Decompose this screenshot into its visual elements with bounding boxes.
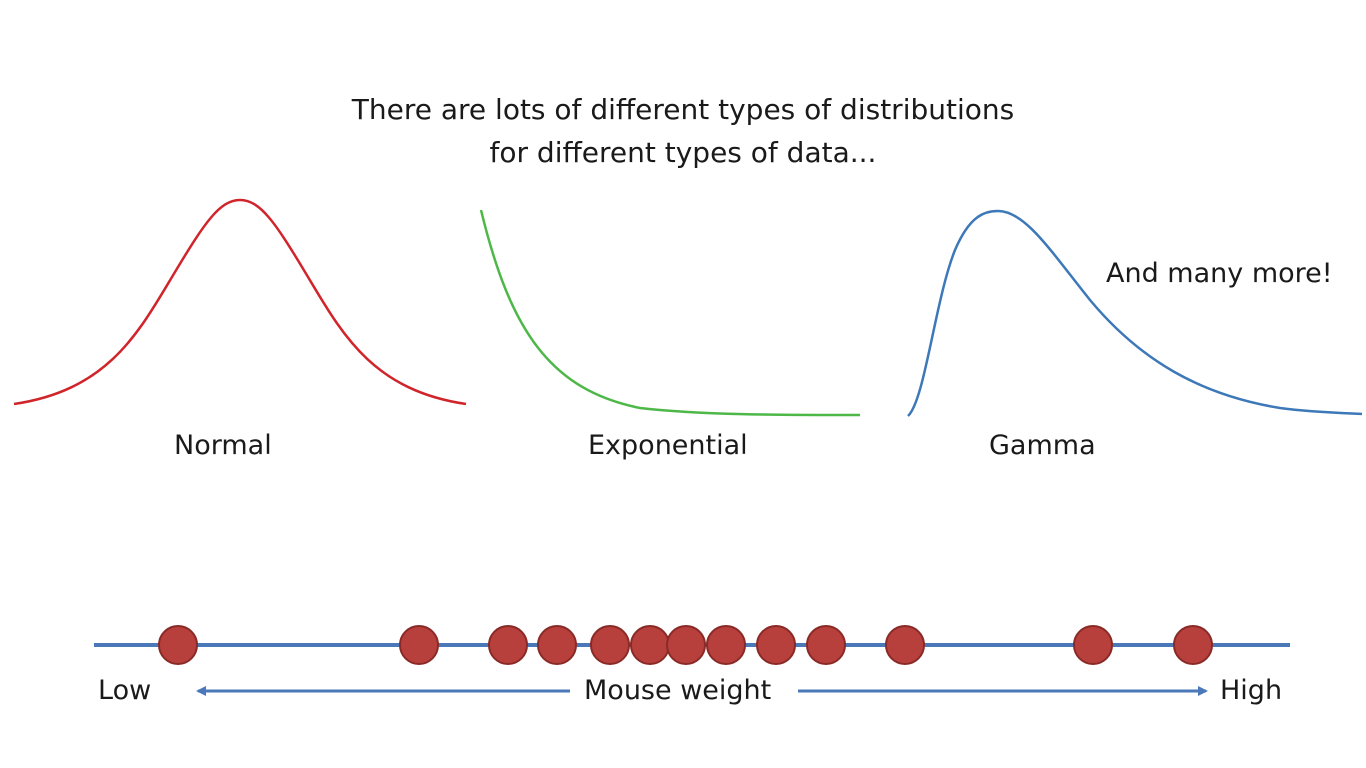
data-point — [158, 625, 198, 665]
normal-label: Normal — [174, 430, 272, 461]
data-point — [885, 625, 925, 665]
low-label: Low — [98, 675, 152, 706]
data-point — [630, 625, 670, 665]
data-point — [806, 625, 846, 665]
many-more-note: And many more! — [1106, 258, 1333, 289]
title-line-2: for different types of data... — [489, 136, 877, 169]
data-points — [158, 625, 1213, 665]
data-point — [1173, 625, 1213, 665]
high-label: High — [1220, 675, 1283, 706]
slide-title: There are lots of different types of dis… — [283, 88, 1083, 174]
data-point — [706, 625, 746, 665]
data-point — [756, 625, 796, 665]
data-point — [590, 625, 630, 665]
data-point — [537, 625, 577, 665]
data-point — [666, 625, 706, 665]
data-point — [488, 625, 528, 665]
data-point — [399, 625, 439, 665]
axis-label: Mouse weight — [584, 675, 772, 706]
data-point — [1073, 625, 1113, 665]
exponential-curve — [479, 209, 861, 417]
gamma-label: Gamma — [989, 430, 1096, 461]
normal-curve — [13, 198, 467, 406]
title-line-1: There are lots of different types of dis… — [351, 93, 1015, 126]
gamma-curve — [907, 209, 1363, 417]
exponential-label: Exponential — [588, 430, 748, 461]
